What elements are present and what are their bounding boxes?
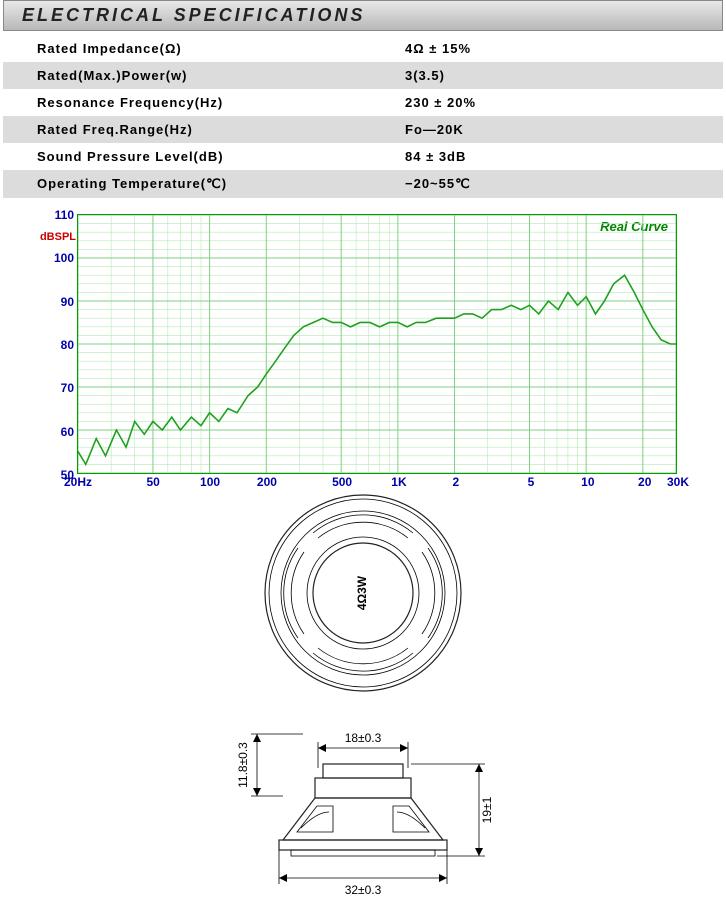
y-unit-label: dBSPL [40,231,76,243]
x-tick-label: 100 [200,475,220,489]
table-row: Sound Pressure Level(dB) 84 ± 3dB [3,143,723,170]
spec-value: 84 ± 3dB [399,143,723,170]
spec-value: 230 ± 20% [399,89,723,116]
y-tick-label: 70 [61,381,74,395]
frequency-response-chart: Real Curve dBSPL 506070809010011020Hz501… [43,214,683,474]
spec-value: 3(3.5) [399,62,723,89]
section-header: ELECTRICAL SPECIFICATIONS [3,0,723,31]
table-row: Resonance Frequency(Hz) 230 ± 20% [3,89,723,116]
speaker-rating-label: 4Ω3W [355,575,369,610]
spec-label: Rated Freq.Range(Hz) [3,116,399,143]
dim-cap-height: 11.8±0.3 [236,742,250,788]
x-tick-label: 50 [146,475,159,489]
speaker-side-view: 11.8±0.3 18±0.3 [183,708,543,908]
y-tick-label: 60 [61,425,74,439]
x-tick-label: 1K [391,475,406,489]
table-row: Rated(Max.)Power(w) 3(3.5) [3,62,723,89]
x-tick-label: 20 [638,475,651,489]
y-tick-label: 100 [54,251,74,265]
dim-top-width: 18±0.3 [345,731,382,745]
spec-table: Rated Impedance(Ω) 4Ω ± 15% Rated(Max.)P… [3,35,723,198]
table-row: Operating Temperature(℃) −20~55℃ [3,170,723,198]
x-tick-label: 30K [667,475,689,489]
x-tick-label: 10 [581,475,594,489]
spec-label: Sound Pressure Level(dB) [3,143,399,170]
speaker-top-view: 4Ω3W [253,488,473,698]
x-tick-label: 20Hz [64,475,92,489]
spec-value: −20~55℃ [399,170,723,198]
spec-value: 4Ω ± 15% [399,35,723,62]
spec-label: Resonance Frequency(Hz) [3,89,399,116]
spec-label: Rated(Max.)Power(w) [3,62,399,89]
table-row: Rated Impedance(Ω) 4Ω ± 15% [3,35,723,62]
spec-value: Fo—20K [399,116,723,143]
x-tick-label: 500 [332,475,352,489]
x-tick-label: 200 [257,475,277,489]
x-tick-label: 5 [528,475,535,489]
dim-total-height: 19±1 [480,796,494,823]
spec-label: Rated Impedance(Ω) [3,35,399,62]
y-tick-label: 80 [61,338,74,352]
dim-bottom-width: 32±0.3 [345,883,382,897]
x-tick-label: 2 [452,475,459,489]
y-tick-label: 110 [55,208,74,222]
y-tick-label: 90 [61,295,74,309]
spec-label: Operating Temperature(℃) [3,170,399,198]
chart-canvas [78,215,676,473]
table-row: Rated Freq.Range(Hz) Fo—20K [3,116,723,143]
